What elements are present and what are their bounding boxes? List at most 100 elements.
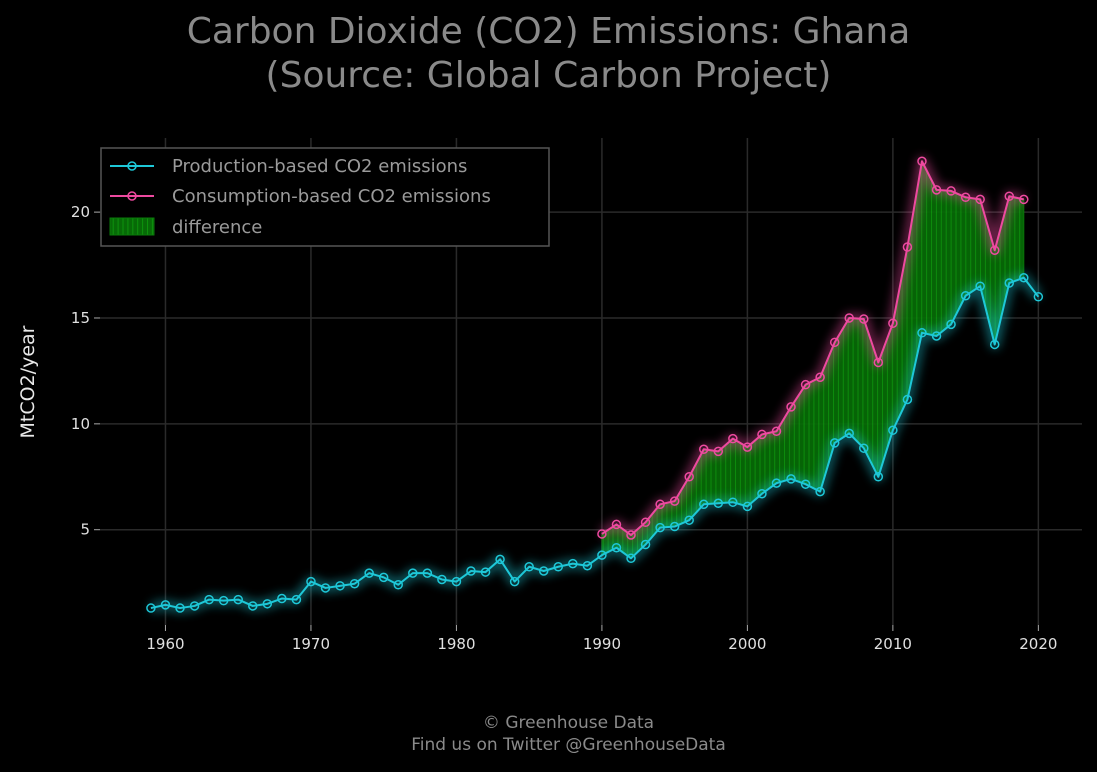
consumption-point (888, 318, 898, 329)
production-point (786, 474, 796, 484)
x-tick-label: 1980 (437, 635, 475, 653)
copyright-text: © Greenhouse Data (482, 713, 655, 733)
production-point (917, 328, 927, 338)
production-point (640, 539, 651, 550)
production-point (597, 550, 607, 560)
production-point (248, 601, 258, 611)
y-tick-label: 5 (80, 521, 90, 539)
consumption-point (626, 530, 636, 540)
consumption-point (757, 429, 767, 440)
y-tick-label: 10 (71, 415, 90, 433)
legend-label-consumption: Consumption-based CO2 emissions (172, 186, 491, 207)
production-point (1033, 292, 1044, 302)
legend-label-difference: difference (172, 217, 262, 238)
x-tick-label: 2020 (1019, 635, 1057, 653)
x-tick-label: 2010 (874, 635, 912, 653)
twitter-handle-text: Find us on Twitter @GreenhouseData (411, 735, 726, 755)
production-point (1019, 272, 1029, 283)
production-point (218, 595, 229, 606)
production-point (408, 568, 418, 578)
production-point (509, 576, 520, 587)
consumption-point (931, 185, 942, 195)
production-point (815, 486, 825, 497)
production-point (335, 581, 345, 591)
production-point (669, 521, 680, 532)
production-point (728, 497, 738, 507)
consumption-point (829, 337, 840, 348)
production-point (902, 394, 913, 405)
production-point (262, 599, 273, 609)
x-tick-label: 2000 (728, 635, 766, 653)
consumption-point (640, 517, 651, 528)
production-point (538, 566, 549, 576)
production-point (495, 554, 505, 565)
consumption-point (975, 194, 985, 205)
production-point (931, 331, 942, 341)
consumption-point (844, 313, 854, 323)
y-tick-label: 15 (71, 309, 90, 327)
consumption-point (902, 242, 913, 252)
production-point (582, 560, 593, 571)
consumption-point (815, 372, 825, 383)
production-point (349, 578, 360, 589)
production-point (189, 601, 200, 611)
legend-frame (100, 147, 550, 247)
consumption-line (601, 160, 1025, 537)
production-point (844, 428, 854, 439)
consumption-point (960, 192, 971, 203)
axis-ticks: 1960 1970 1980 1990 2000 2010 2020 5 10 15 20 (71, 203, 1058, 653)
production-point (771, 478, 782, 488)
grid (100, 138, 1082, 625)
x-tick-label: 1990 (583, 635, 621, 653)
legend: Production-based CO2 emissions Consumpti… (100, 147, 550, 247)
footer: © Greenhouse Data Find us on Twitter @Gr… (0, 712, 1097, 756)
consumption-point (655, 499, 665, 510)
title-line-2: (Source: Global Carbon Project) (265, 55, 832, 96)
production-point (989, 339, 1000, 350)
title-line-1: Carbon Dioxide (CO2) Emissions: Ghana (186, 11, 911, 52)
production-point (800, 479, 811, 489)
production-point (946, 319, 956, 330)
consumption-point (989, 245, 1000, 255)
production-point (204, 594, 214, 605)
consumption-point (917, 156, 927, 167)
production-point (422, 568, 433, 578)
legend-label-production: Production-based CO2 emissions (172, 156, 467, 177)
legend-marker-production (127, 161, 137, 171)
production-point (873, 472, 884, 482)
production-point (451, 576, 462, 587)
consumption-point (669, 496, 680, 506)
production-point (713, 498, 724, 508)
production-point (888, 425, 898, 435)
consumption-point (597, 529, 607, 539)
production-point (480, 567, 491, 577)
production-point (160, 600, 171, 610)
production-point (859, 443, 869, 453)
production-point (364, 568, 374, 578)
consumption-point (742, 442, 753, 452)
consumption-point (611, 519, 622, 530)
consumption-point (800, 379, 811, 390)
consumption-point (728, 433, 738, 444)
production-point (960, 290, 971, 301)
y-tick-label: 20 (71, 203, 90, 221)
x-tick-label: 1970 (292, 635, 330, 653)
production-point (393, 580, 403, 590)
legend-swatch-difference (109, 217, 155, 236)
production-point (626, 553, 636, 564)
consumption-point (873, 357, 884, 368)
production-point (320, 583, 331, 593)
x-tick-label: 1960 (146, 635, 184, 653)
consumption-point (771, 426, 782, 437)
production-point (553, 562, 564, 572)
legend-item-production: Production-based CO2 emissions (110, 156, 467, 177)
production-point (829, 438, 840, 448)
production-point (466, 566, 476, 576)
consumption-point (713, 446, 724, 457)
production-point (684, 515, 694, 525)
consumption-point (684, 472, 694, 482)
production-point (757, 488, 767, 499)
production-point (291, 594, 302, 605)
legend-item-difference: difference (109, 217, 262, 238)
